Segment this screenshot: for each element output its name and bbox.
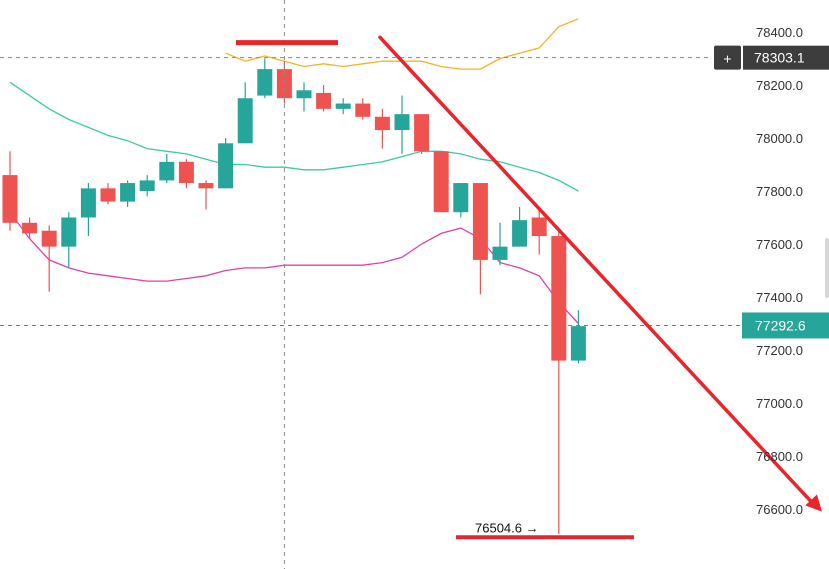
candle-body <box>22 222 38 234</box>
crosshair-price-tag: +78303.1 <box>714 45 829 70</box>
annotations: 76504.6 → <box>236 35 822 540</box>
middle-band-line <box>9 81 579 192</box>
plus-icon[interactable]: + <box>723 51 731 67</box>
y-tick-label: 76800.0 <box>756 449 803 464</box>
candle <box>120 180 136 207</box>
candle <box>512 206 528 247</box>
candle-body <box>316 92 332 109</box>
candles <box>2 58 586 535</box>
candle <box>433 151 449 213</box>
candle <box>22 217 38 239</box>
y-tick-label: 77800.0 <box>756 184 803 199</box>
candle <box>2 151 18 231</box>
candle-body <box>492 246 508 260</box>
bollinger-bands <box>9 18 579 324</box>
candle <box>335 98 351 115</box>
low-price-label: 76504.6 → <box>475 520 539 535</box>
y-tick-label: 78400.0 <box>756 25 803 40</box>
candle-body <box>257 69 273 96</box>
candle-body <box>512 220 528 247</box>
candle <box>570 310 586 364</box>
candle <box>178 159 194 189</box>
candle <box>551 228 567 535</box>
y-tick-label: 76600.0 <box>756 502 803 517</box>
candle-body <box>237 98 253 144</box>
candle-body <box>120 183 136 202</box>
candle-body <box>394 114 410 131</box>
y-tick-label: 78000.0 <box>756 131 803 146</box>
candle-body <box>531 217 547 237</box>
candle-body <box>198 183 214 189</box>
trendline-arrowhead <box>805 494 822 512</box>
candle-body <box>570 326 586 361</box>
candle <box>41 225 57 292</box>
candle <box>100 183 116 205</box>
axis-scrollbar[interactable] <box>825 238 829 298</box>
y-tick-label: 77000.0 <box>756 396 803 411</box>
y-tick-label: 77600.0 <box>756 237 803 252</box>
candle-body <box>2 175 18 223</box>
y-tick-label: 77200.0 <box>756 343 803 358</box>
candle <box>414 114 430 154</box>
candle <box>237 82 253 144</box>
candle <box>472 183 488 295</box>
candle-body <box>139 180 155 191</box>
current-price-tag: 77292.6 <box>742 312 829 339</box>
candle <box>296 82 312 112</box>
candle-body <box>178 161 194 184</box>
candle-body <box>80 188 96 218</box>
trendline-arrow <box>378 35 816 507</box>
candle-body <box>296 90 312 99</box>
candle <box>453 183 469 218</box>
candle-body <box>374 116 390 131</box>
price-tags: +78303.1 77292.6 <box>714 45 829 339</box>
candle-body <box>159 161 175 181</box>
candle <box>218 138 234 189</box>
candle-body <box>472 183 488 260</box>
candle <box>394 95 410 154</box>
lower-band-line <box>9 211 579 324</box>
candle-body <box>355 103 371 117</box>
candle <box>316 85 332 112</box>
guide-lines <box>0 0 742 569</box>
crosshair-price-text: 78303.1 <box>754 50 805 66</box>
candle <box>80 183 96 237</box>
candle <box>531 206 547 255</box>
current-price-text: 77292.6 <box>755 317 806 333</box>
candle-body <box>41 230 57 247</box>
candle-body <box>433 151 449 213</box>
candle-body <box>218 143 234 189</box>
candle-body <box>551 236 567 361</box>
candle <box>61 212 77 268</box>
candle <box>374 108 390 149</box>
candle <box>355 98 371 120</box>
crosshair-price-tag-box <box>743 45 829 70</box>
candle-body <box>414 114 430 152</box>
candle <box>159 153 175 184</box>
y-tick-label: 77400.0 <box>756 290 803 305</box>
candle <box>198 180 214 210</box>
candle <box>492 222 508 266</box>
candle-body <box>100 188 116 202</box>
candle-body <box>335 103 351 109</box>
candle-body <box>453 183 469 213</box>
y-tick-label: 78200.0 <box>756 78 803 93</box>
candle <box>139 175 155 197</box>
price-axis[interactable]: 78400.0 78200.0 78000.0 77800.0 77600.0 77400… <box>744 0 829 569</box>
candle <box>257 58 273 99</box>
candle-body <box>61 217 77 247</box>
add-alert-button[interactable] <box>714 45 741 70</box>
current-price-tag-box <box>742 312 829 339</box>
